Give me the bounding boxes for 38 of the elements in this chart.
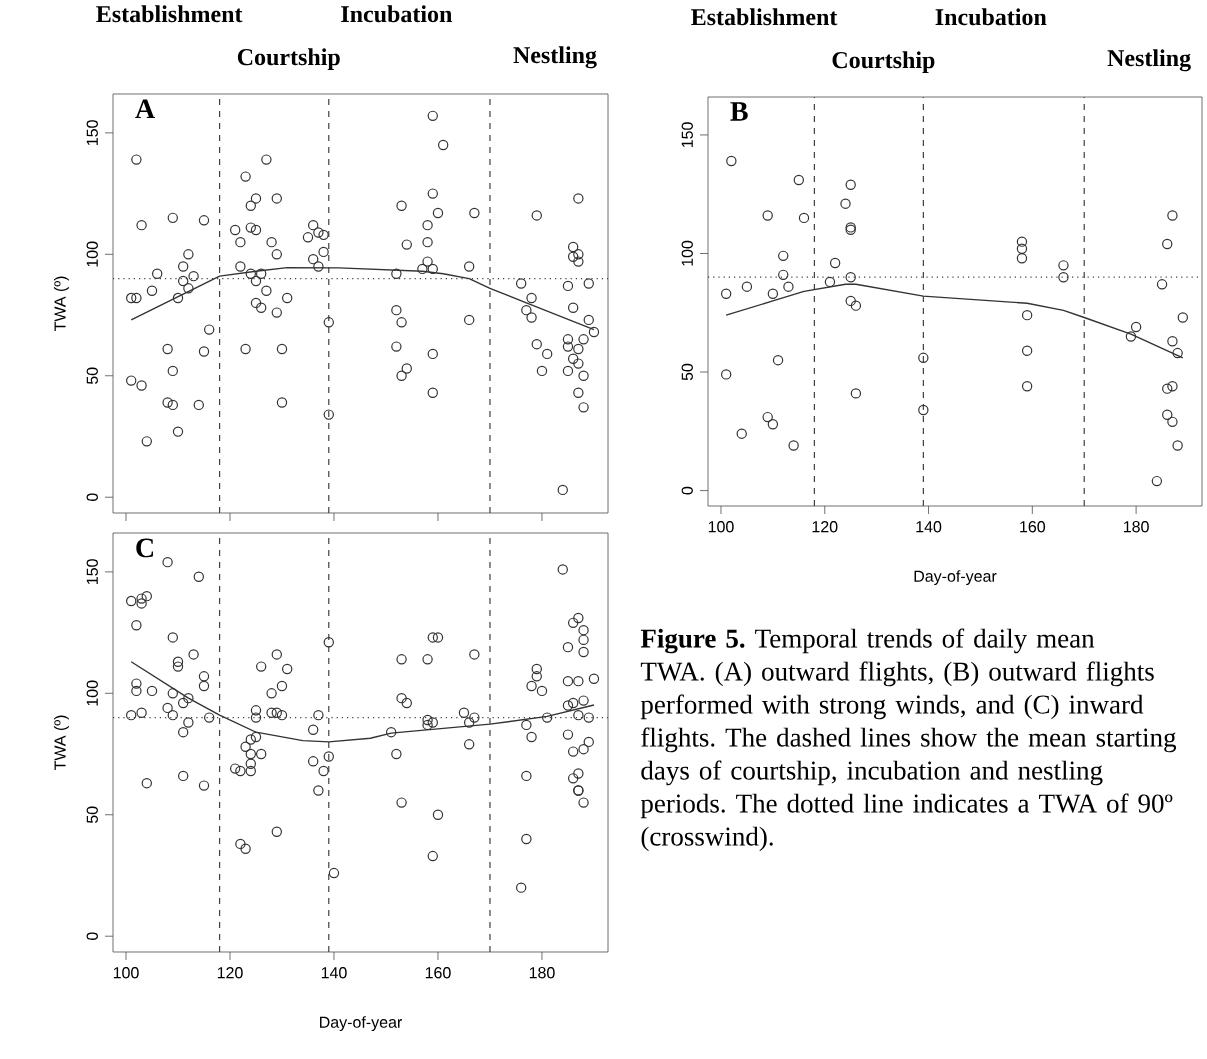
text: Figure 5. Temporal trends of daily mean TWA. (A) outward flights, (B) outward flights performed with strong winds, and (C) inward flights. The dashed lines show the mean starting days of courtship, incubation and nestling periods. The dotted line indicates a TWA of 90º (crosswind).: [640, 628, 1177, 852]
y-tick-label: 150: [86, 120, 98, 145]
y-tick-label: 0: [681, 486, 693, 495]
x-tick-label: 160: [1020, 521, 1046, 533]
x-tick-label: 180: [1123, 521, 1149, 533]
y-tick-label: 150: [86, 559, 98, 584]
text: Establishment: [96, 5, 243, 23]
x-tick-label: 120: [812, 521, 838, 533]
y-tick-label: 150: [681, 122, 693, 148]
y-tick-label: 50: [681, 363, 693, 381]
x-tick-label: 180: [529, 967, 555, 979]
y-tick-label: 100: [86, 241, 98, 267]
text: Nestling: [513, 46, 597, 69]
x-tick-label: 160: [425, 967, 451, 979]
text: Nestling: [1107, 49, 1191, 72]
y-tick-label: 50: [86, 806, 98, 824]
x-axis-title: Day-of-year: [914, 570, 997, 586]
x-tick-label: 120: [217, 967, 243, 979]
chart-title: B: [730, 102, 748, 121]
chart-title: C: [136, 538, 154, 558]
text: Establishment: [691, 8, 838, 26]
text: Incubation: [341, 5, 453, 23]
x-axis-title: Day-of-year: [320, 1016, 402, 1032]
y-tick-label: 100: [681, 240, 693, 266]
text: Incubation: [935, 8, 1047, 26]
x-tick-label: 100: [708, 521, 734, 533]
y-axis-title: TWA (º): [53, 276, 69, 332]
chart-title: A: [135, 99, 155, 119]
y-axis-title: TWA (º): [53, 715, 69, 771]
y-tick-label: 100: [86, 680, 98, 706]
x-tick-label: 140: [321, 967, 347, 979]
text: Courtship: [832, 51, 935, 74]
x-tick-label: 140: [916, 521, 942, 533]
y-tick-label: 0: [86, 932, 98, 941]
text: Courtship: [237, 48, 340, 71]
x-tick-label: 100: [113, 967, 139, 979]
y-tick-label: 0: [86, 493, 98, 502]
y-tick-label: 50: [86, 367, 98, 385]
